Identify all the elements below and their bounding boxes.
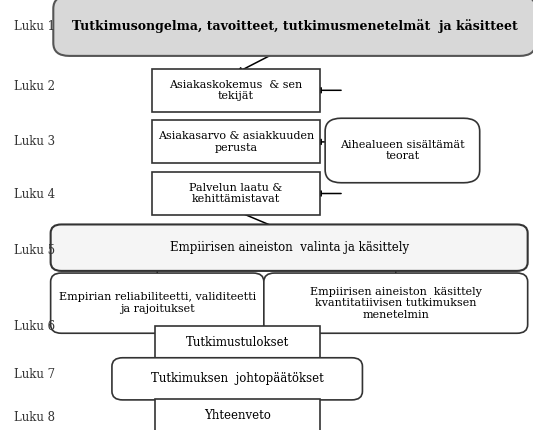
Text: Tutkimusongelma, tavoitteet, tutkimusmenetelmät  ja käsitteet: Tutkimusongelma, tavoitteet, tutkimusmen… (71, 19, 518, 33)
Text: Asiakasarvo & asiakkuuden
perusta: Asiakasarvo & asiakkuuden perusta (158, 131, 314, 153)
FancyBboxPatch shape (53, 0, 533, 56)
Text: Luku 5: Luku 5 (14, 244, 55, 257)
FancyBboxPatch shape (155, 326, 320, 359)
Text: Empirian reliabiliteetti, validiteetti
ja rajoitukset: Empirian reliabiliteetti, validiteetti j… (59, 292, 256, 314)
FancyBboxPatch shape (112, 358, 362, 400)
FancyBboxPatch shape (51, 273, 264, 333)
FancyBboxPatch shape (51, 224, 528, 271)
Text: Tutkimustulokset: Tutkimustulokset (185, 336, 289, 349)
Text: Luku 2: Luku 2 (14, 80, 55, 93)
Text: Tutkimuksen  johtopäätökset: Tutkimuksen johtopäätökset (151, 372, 324, 385)
Text: Luku 7: Luku 7 (14, 368, 55, 381)
Text: Luku 1: Luku 1 (14, 20, 55, 33)
Text: Luku 4: Luku 4 (14, 188, 55, 201)
Text: Empiirisen aineiston  käsittely
kvantitatiivisen tutkimuksen
menetelmin: Empiirisen aineiston käsittely kvantitat… (310, 286, 482, 320)
Text: Aihealueen sisältämät
teorat: Aihealueen sisältämät teorat (340, 140, 465, 161)
FancyBboxPatch shape (325, 118, 480, 183)
Text: Palvelun laatu &
kehittämistavat: Palvelun laatu & kehittämistavat (189, 183, 282, 204)
Text: Yhteenveto: Yhteenveto (204, 409, 271, 422)
Text: Asiakaskokemus  & sen
tekijät: Asiakaskokemus & sen tekijät (169, 80, 302, 101)
FancyBboxPatch shape (152, 172, 320, 215)
Text: Empiirisen aineiston  valinta ja käsittely: Empiirisen aineiston valinta ja käsittel… (169, 241, 409, 254)
FancyBboxPatch shape (152, 69, 320, 112)
Text: Luku 6: Luku 6 (14, 320, 55, 333)
Text: Luku 8: Luku 8 (14, 411, 55, 424)
FancyBboxPatch shape (264, 273, 528, 333)
FancyBboxPatch shape (152, 120, 320, 163)
Text: Luku 3: Luku 3 (14, 135, 55, 147)
FancyBboxPatch shape (155, 399, 320, 430)
